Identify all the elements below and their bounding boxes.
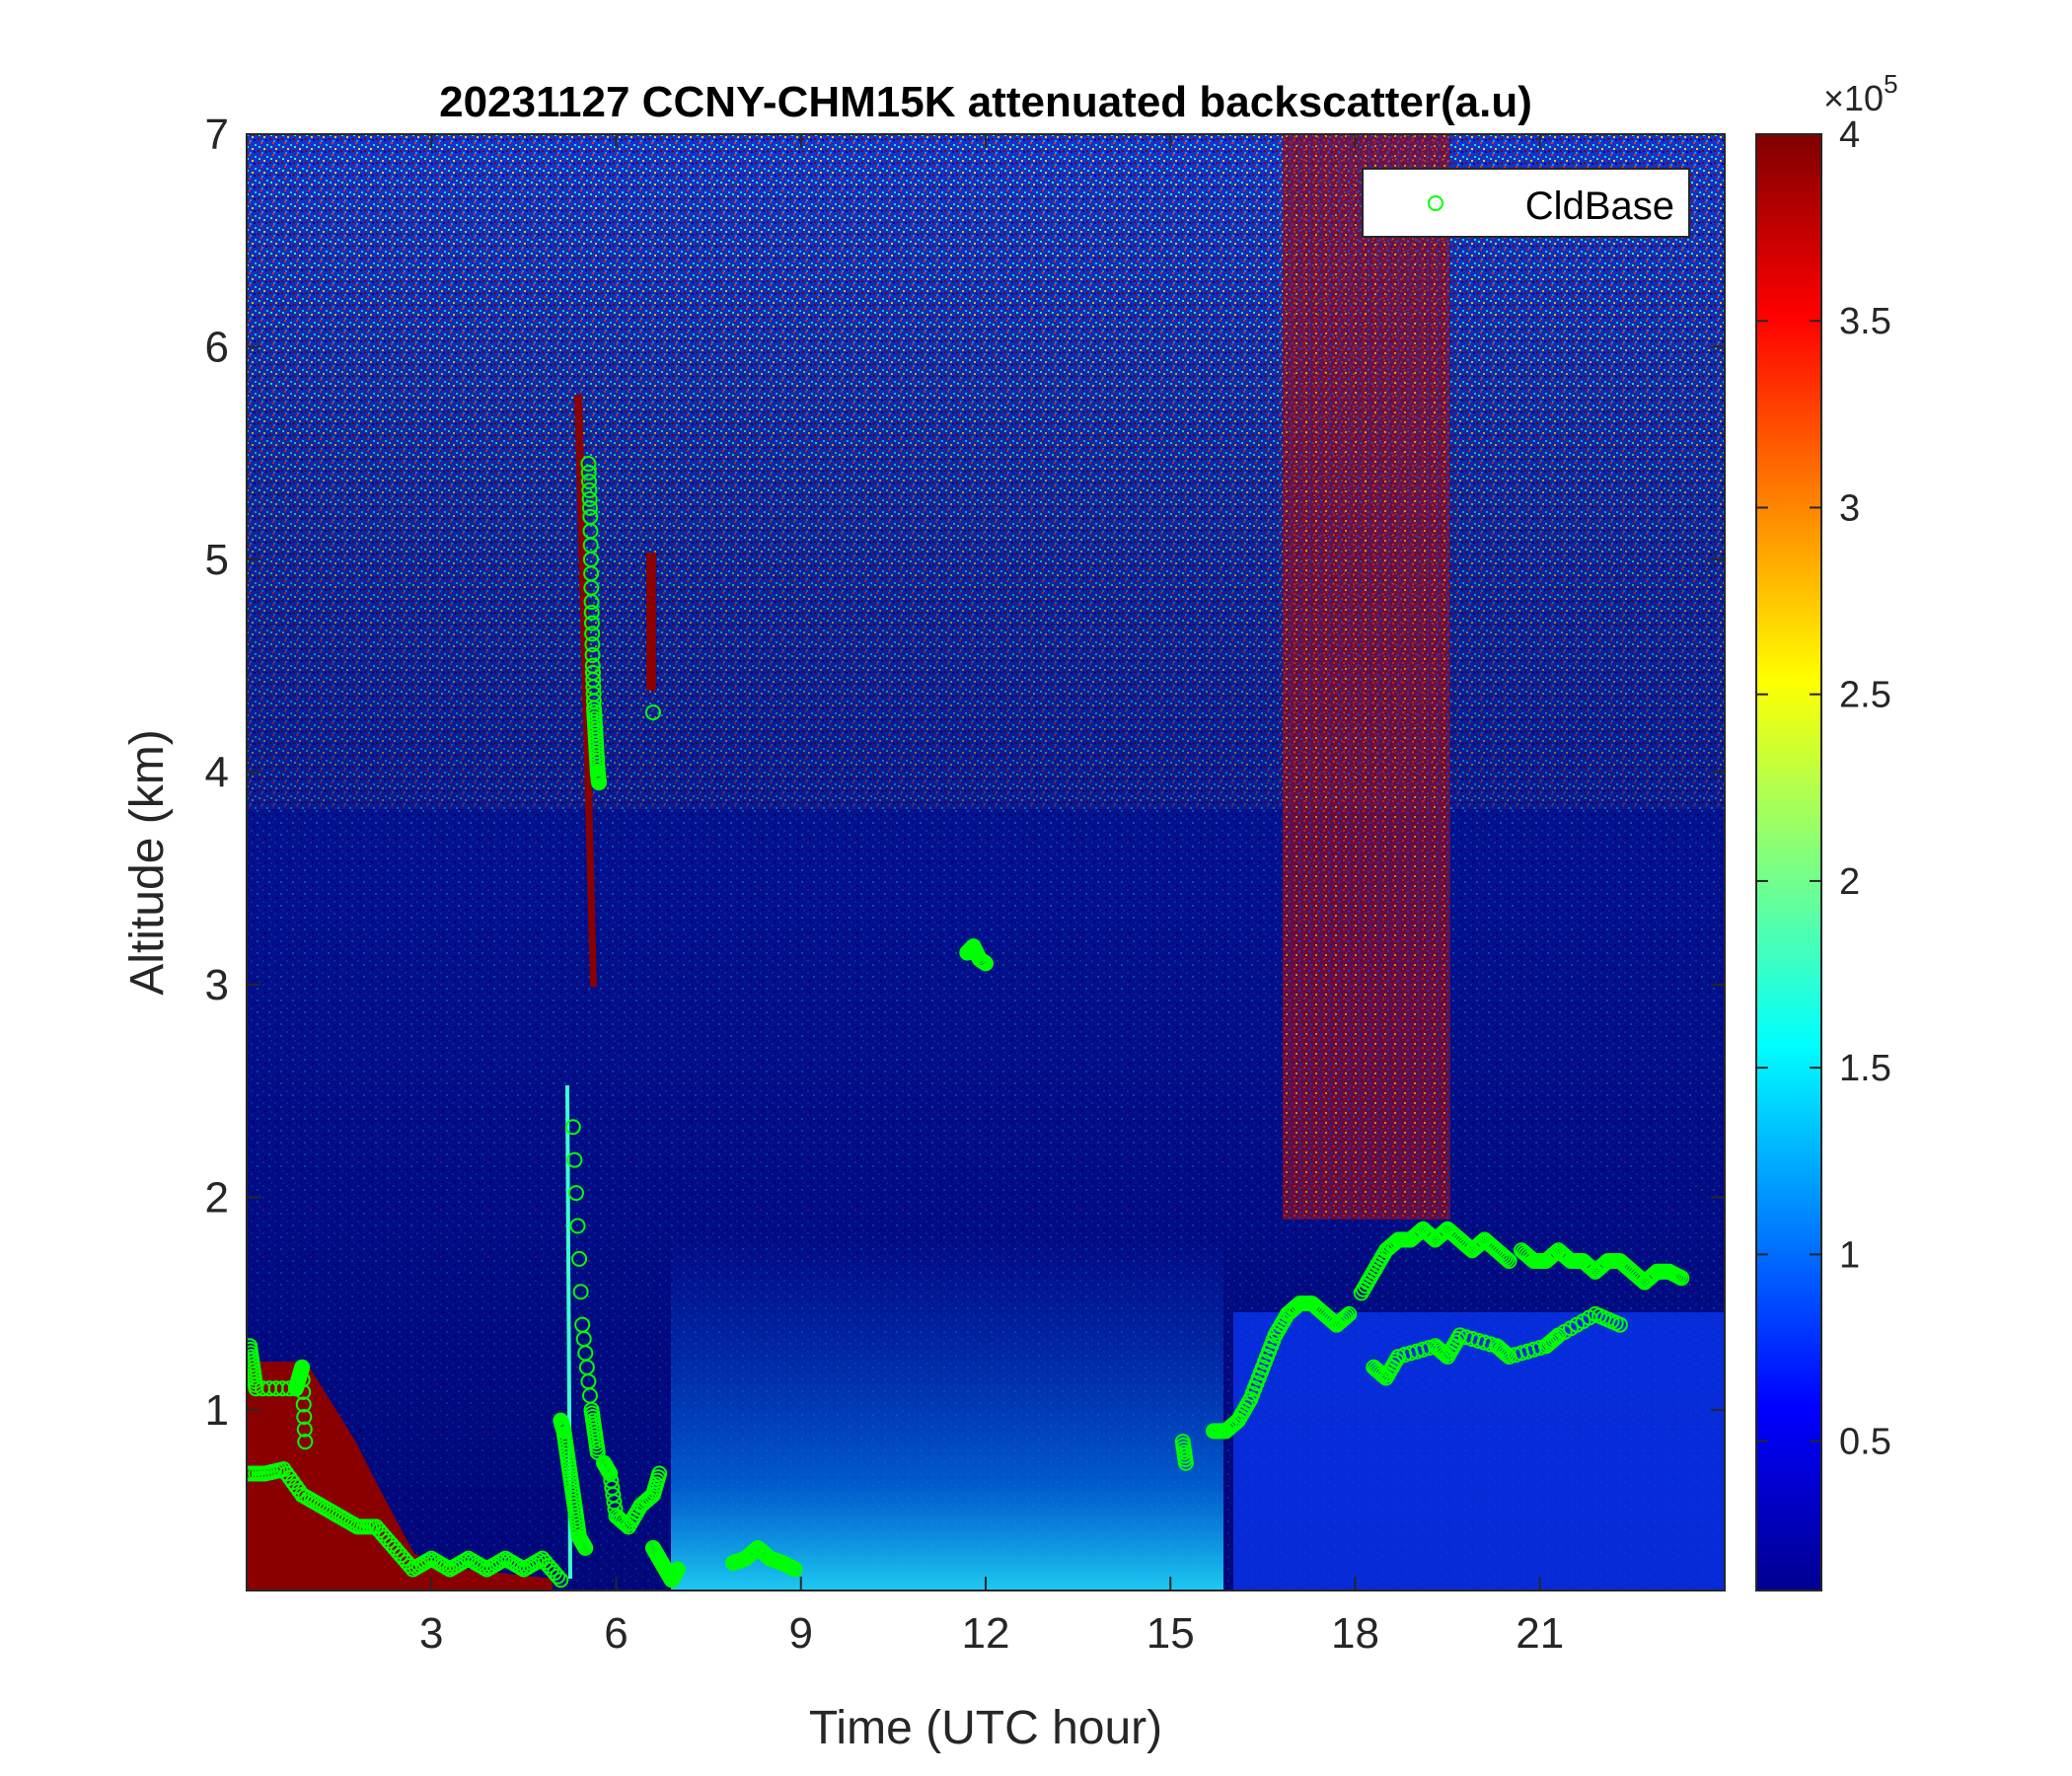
x-tick-label: 15 — [1147, 1609, 1195, 1658]
legend-marker-icon — [1428, 195, 1443, 211]
cldbase-point — [1501, 1253, 1517, 1270]
cldbase-point — [978, 955, 994, 972]
cldbase-point — [583, 604, 600, 621]
cldbase-point — [1548, 1329, 1565, 1346]
cldbase-point — [567, 1185, 584, 1202]
cldbase-point — [566, 1151, 583, 1168]
cldbase-point — [1177, 1454, 1194, 1471]
cldbase-point — [296, 1421, 313, 1438]
colorbar-tick-label: 2.5 — [1839, 675, 1891, 716]
heatmap-area — [247, 134, 1725, 1591]
cldbase-point — [295, 1383, 312, 1400]
cldbase-point — [580, 464, 597, 481]
cldbase-point — [591, 775, 608, 791]
cldbase-point — [294, 1371, 311, 1388]
cldbase-point — [669, 1561, 686, 1578]
cldbase-point — [1673, 1270, 1690, 1287]
chart-title: 20231127 CCNY-CHM15K attenuated backscat… — [439, 78, 1532, 126]
legend-entry-cldbase: CldBase — [1525, 185, 1674, 228]
colorbar-tick-label: 2 — [1839, 861, 1860, 903]
cldbase-point — [583, 615, 600, 631]
cldbase-point — [1497, 1345, 1514, 1362]
y-axis-label: Altitude (km) — [121, 729, 174, 995]
cldbase-point — [1499, 1251, 1516, 1268]
cldbase-point — [581, 481, 598, 498]
heatmap-plume-6h — [646, 553, 656, 691]
legend: CldBase — [1362, 168, 1690, 238]
cldbase-point — [297, 1434, 314, 1450]
x-tick-label: 9 — [789, 1609, 813, 1658]
cloud-base-markers — [247, 455, 1690, 1589]
cldbase-point — [583, 594, 600, 611]
cldbase-point — [584, 626, 601, 642]
colorbar-tick-label: 1 — [1839, 1234, 1860, 1276]
cldbase-point — [402, 1557, 418, 1574]
cldbase-point — [584, 636, 601, 653]
x-tick-label: 18 — [1331, 1609, 1379, 1658]
y-tick-label: 3 — [205, 961, 229, 1009]
heatmap-surface-glow — [671, 1233, 1223, 1591]
cldbase-point — [571, 1250, 588, 1267]
cldbase-point — [584, 646, 601, 663]
colorbar-tick-label: 4 — [1839, 114, 1860, 156]
y-tick-label: 4 — [205, 748, 229, 796]
cldbase-point — [296, 1409, 313, 1426]
cldbase-point — [1339, 1307, 1356, 1324]
colorbar-exponent: ×105 — [1823, 69, 1898, 118]
cldbase-point — [295, 1396, 312, 1413]
colorbar-tick-label: 1.5 — [1839, 1048, 1891, 1089]
cldbase-point — [644, 704, 661, 721]
colorbar-tick-label: 3 — [1839, 487, 1860, 529]
cldbase-point — [294, 1359, 311, 1375]
x-tick-label: 12 — [962, 1609, 1010, 1658]
colorbar-tick-label: 3.5 — [1839, 301, 1891, 342]
cldbase-point — [786, 1561, 803, 1578]
cldbase-point — [572, 1284, 589, 1300]
x-axis-ticks: 3 6 9 12 15 18 21 — [419, 134, 1564, 1658]
x-tick-label: 3 — [419, 1609, 443, 1658]
colorbar — [1756, 134, 1821, 1591]
cldbase-point — [1337, 1309, 1354, 1326]
cldbase-point — [553, 1572, 569, 1589]
cldbase-point — [1611, 1316, 1628, 1333]
y-tick-label: 2 — [205, 1173, 229, 1221]
x-tick-label: 6 — [604, 1609, 628, 1658]
x-axis-label: Time (UTC hour) — [809, 1702, 1162, 1754]
colorbar-tick-label: 0.5 — [1839, 1422, 1891, 1463]
cldbase-point — [1341, 1305, 1358, 1322]
heatmap-red-band — [1283, 134, 1450, 1220]
x-tick-label: 21 — [1516, 1609, 1564, 1658]
y-tick-label: 5 — [205, 536, 229, 584]
colorbar-frame — [1755, 133, 1822, 1591]
cldbase-point — [1497, 1249, 1514, 1266]
colorbar-ticks: 0.5 1 1.5 2 2.5 3 3.5 4 — [1756, 114, 1891, 1463]
cldbase-point — [581, 490, 598, 507]
colorbar-exponent-base: ×10 — [1823, 78, 1884, 118]
cldbase-point — [651, 1465, 668, 1482]
y-axis-ticks: 1 2 3 4 5 6 7 — [205, 111, 1725, 1435]
cldbase-point — [247, 1465, 255, 1482]
y-tick-label: 6 — [205, 323, 229, 371]
y-tick-label: 7 — [205, 111, 229, 159]
cldbase-point — [550, 1568, 566, 1585]
cldbase-point — [569, 1218, 586, 1234]
colorbar-exponent-power: 5 — [1884, 69, 1897, 99]
cldbase-point — [581, 499, 598, 516]
cldbase-point — [564, 1119, 581, 1136]
cldbase-point — [581, 473, 598, 489]
legend-box — [1362, 168, 1690, 238]
heatmap-boundary-layer — [247, 1362, 553, 1591]
y-tick-label: 1 — [205, 1386, 229, 1435]
heatmap-aerosol-layer — [1233, 1312, 1725, 1591]
heatmap-plume-5h — [574, 395, 597, 987]
cldbase-point — [580, 455, 597, 472]
cldbase-point — [577, 1539, 594, 1556]
